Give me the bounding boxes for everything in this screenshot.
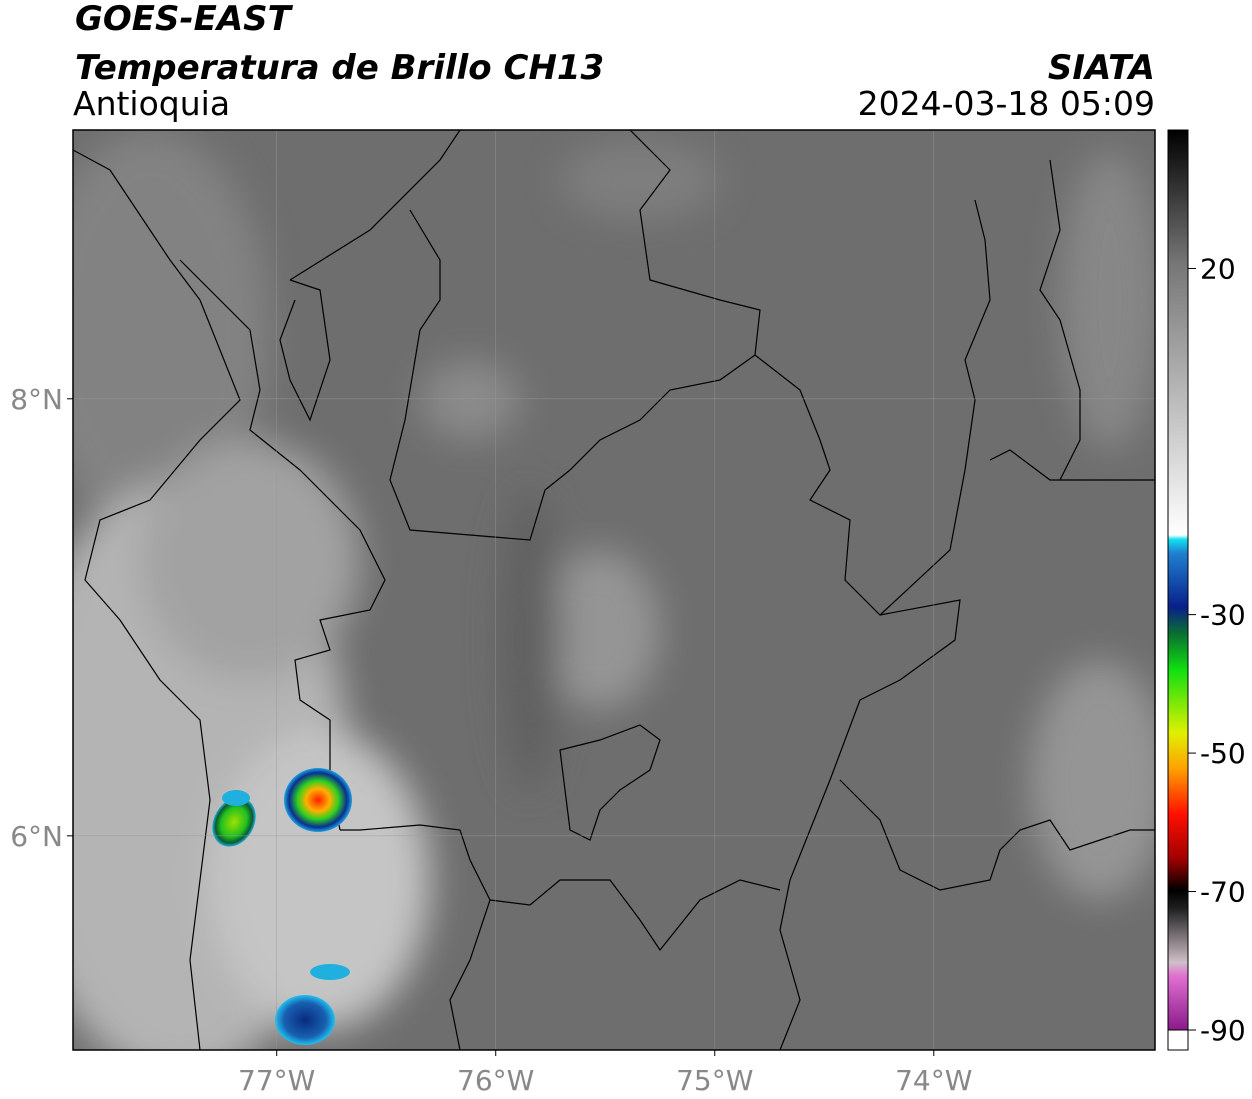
colorbar-tick-label: -90 [1200,1014,1246,1047]
title: GOES-EAST [75,0,294,39]
x-tick-label: 75°W [676,1064,753,1097]
datetime: 2024-03-18 05:09 [858,84,1155,123]
x-tick-label: 77°W [238,1064,315,1097]
colorbar-gradient [1167,129,1189,1031]
source: SIATA [1048,48,1155,88]
colorbar: 20 -30 -50 -70 -90 [1167,129,1246,1051]
x-tick-label: 74°W [895,1064,972,1097]
y-tick-label: 8°N [10,383,63,416]
colorbar-tick-label: -50 [1200,737,1246,770]
map-frame [72,129,1156,1051]
axes: 77°W 76°W 75°W 74°W 8°N 6°N [10,130,1155,1097]
colorbar-tick-label: -30 [1200,599,1246,632]
region: Antioquia [73,84,230,123]
x-tick-label: 76°W [457,1064,534,1097]
colorbar-extension [1167,1029,1189,1051]
satellite-image [73,130,1155,1050]
colorbar-tick-label: -70 [1200,876,1246,909]
subtitle: Temperatura de Brillo CH13 [75,48,604,88]
colorbar-tick-label: 20 [1200,252,1236,285]
y-tick-label: 6°N [10,820,63,853]
